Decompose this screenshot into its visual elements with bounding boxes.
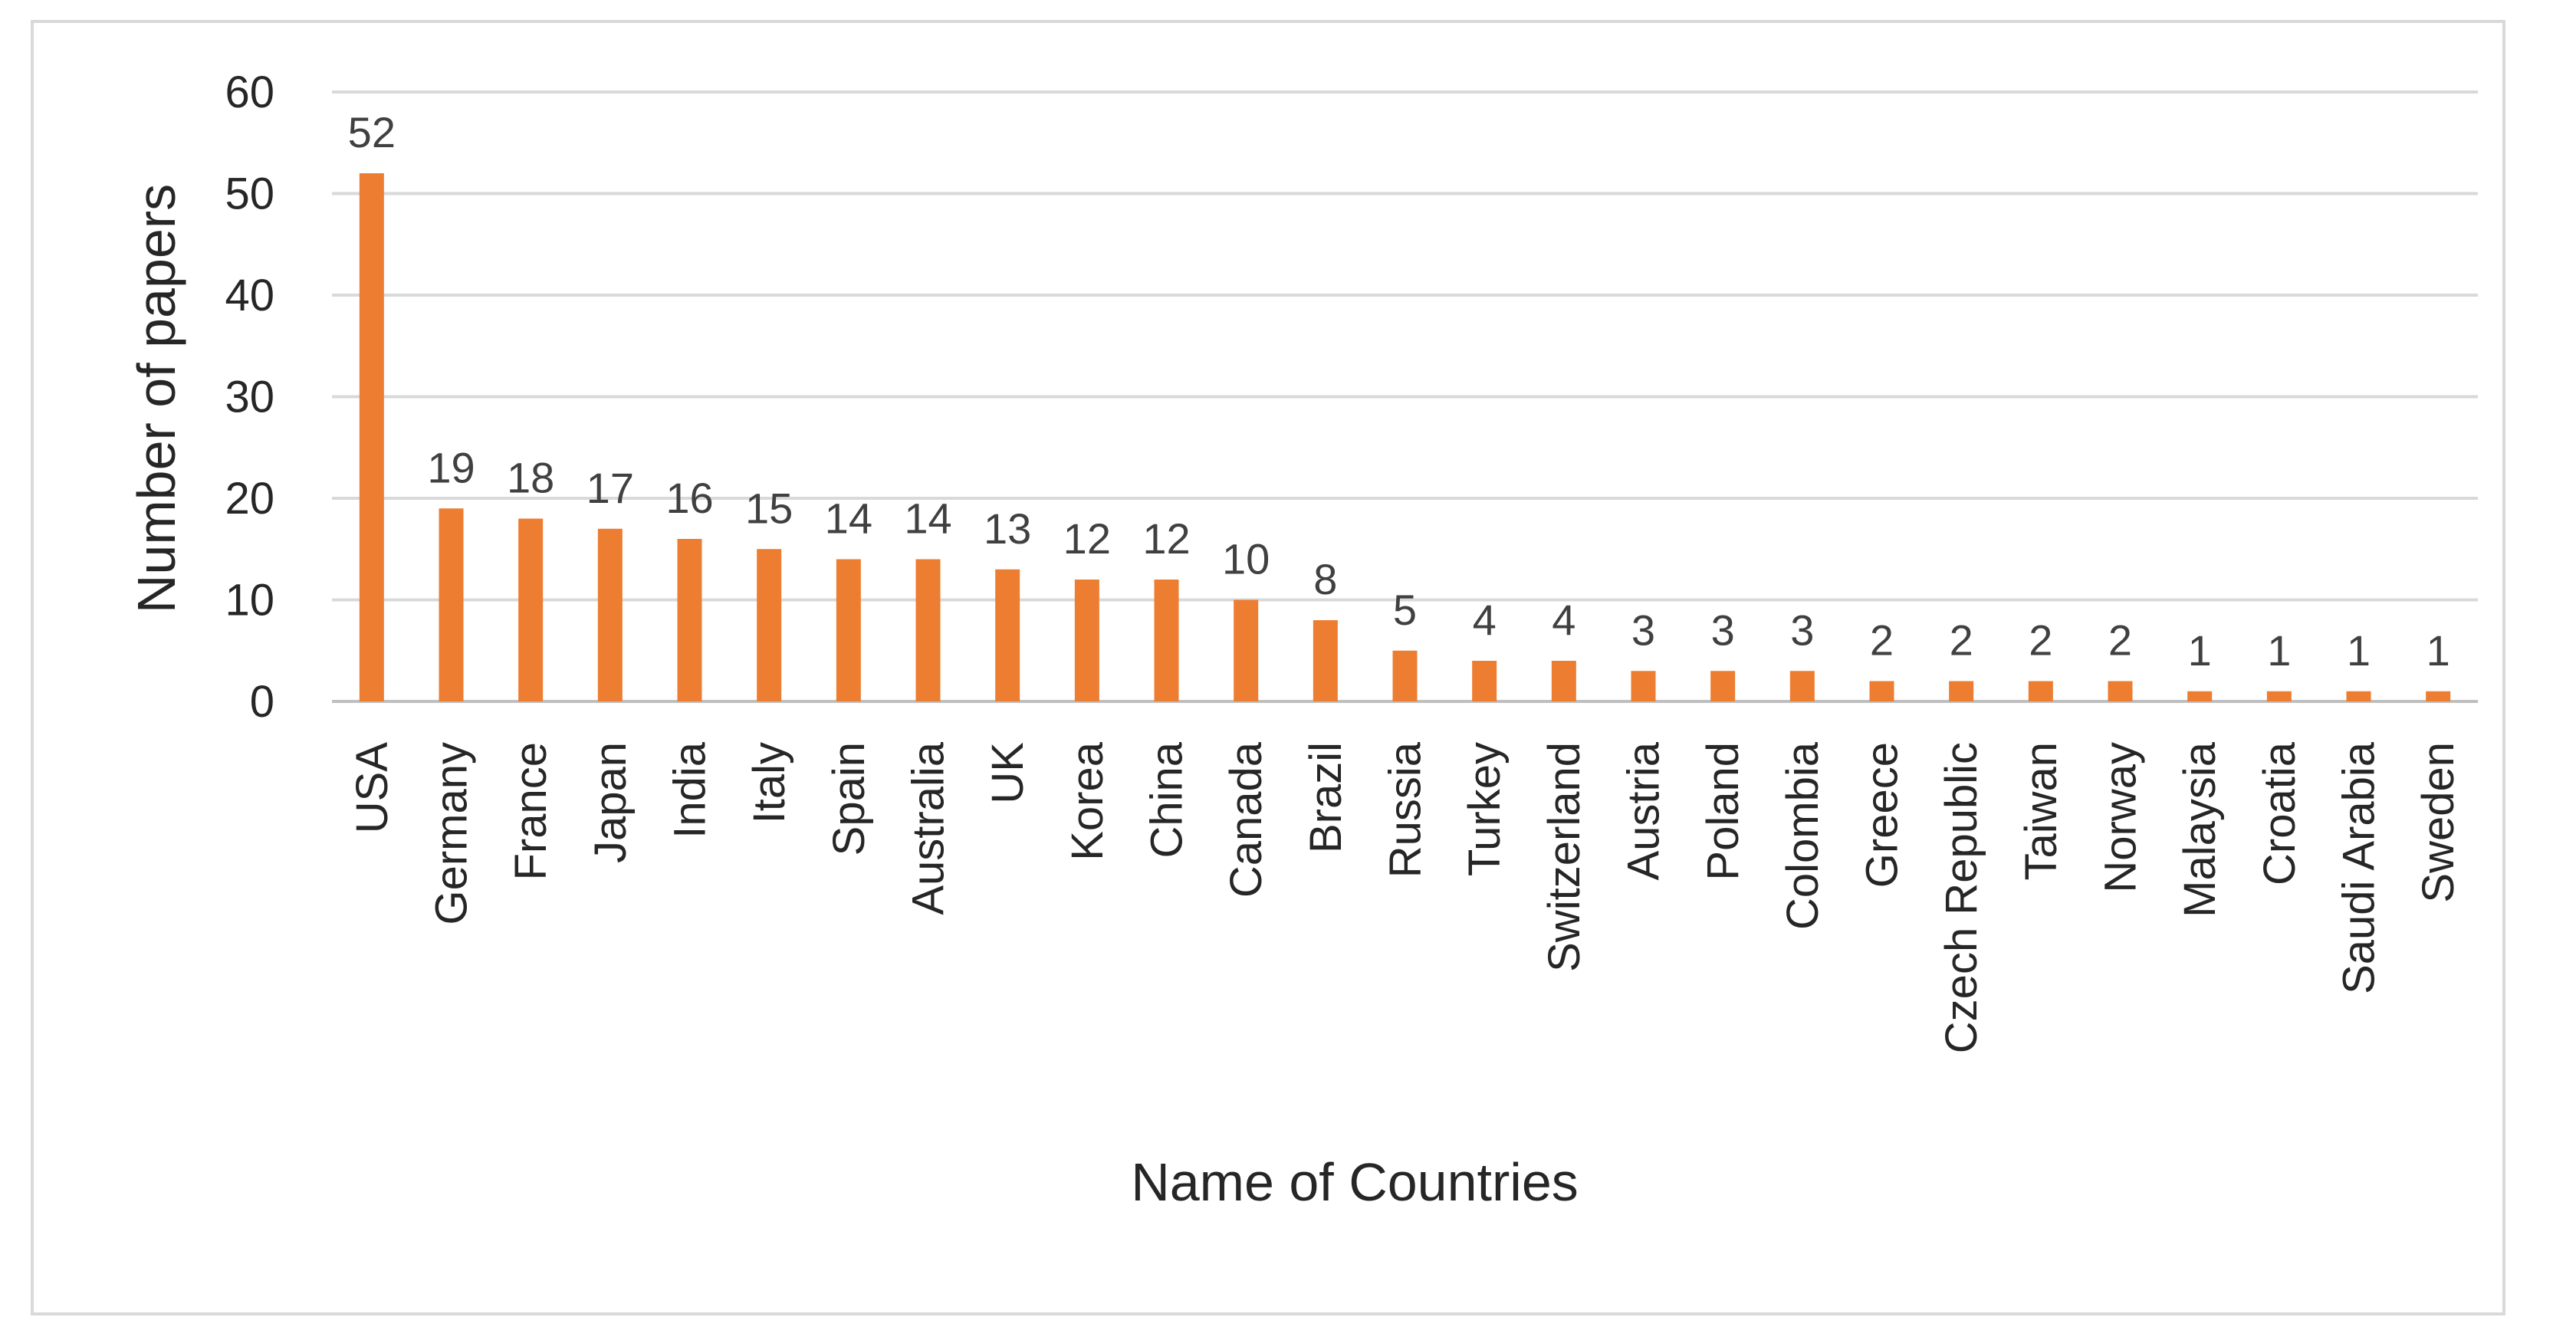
x-tick-label: Austria <box>1619 741 1669 880</box>
y-tick-label: 20 <box>225 474 274 524</box>
x-tick-label: Malaysia <box>2175 741 2225 918</box>
data-label: 10 <box>1222 535 1270 583</box>
x-tick-label: Switzerland <box>1539 742 1589 972</box>
bar-czech-republic <box>1949 681 1974 701</box>
bar-brazil <box>1313 620 1338 701</box>
data-label: 12 <box>1063 514 1111 563</box>
data-label: 16 <box>665 474 713 522</box>
y-tick-label: 60 <box>225 67 274 117</box>
x-tick-label: China <box>1142 741 1192 858</box>
x-axis-title: Name of Countries <box>1131 1152 1579 1212</box>
x-tick-label: Brazil <box>1301 742 1351 853</box>
bar-colombia <box>1789 671 1815 701</box>
data-label: 2 <box>2108 616 2132 665</box>
data-label: 19 <box>427 443 475 491</box>
bar-malaysia <box>2187 691 2213 701</box>
bar-taiwan <box>2028 681 2053 701</box>
data-label: 8 <box>1313 555 1337 603</box>
bar-germany <box>439 508 464 701</box>
data-label: 17 <box>586 464 634 512</box>
x-tick-label: Norway <box>2096 742 2146 893</box>
bar-austria <box>1631 671 1656 701</box>
bar-italy <box>757 549 782 701</box>
data-label: 1 <box>2347 626 2371 675</box>
x-tick-label: Korea <box>1063 741 1112 861</box>
y-tick-label: 30 <box>225 373 274 422</box>
data-label: 13 <box>984 504 1031 553</box>
x-tick-label: UK <box>983 742 1033 804</box>
x-tick-label: Sweden <box>2413 742 2463 903</box>
y-tick-label: 0 <box>250 677 274 727</box>
data-label: 52 <box>348 108 396 156</box>
data-label: 1 <box>2188 626 2212 675</box>
x-tick-label: Saudi Arabia <box>2334 741 2384 994</box>
y-axis-ticks: 0 10 20 30 40 50 60 <box>225 67 274 727</box>
y-tick-label: 50 <box>225 169 274 219</box>
data-label: 15 <box>745 484 793 532</box>
bar-japan <box>597 528 623 701</box>
data-label: 3 <box>1631 606 1655 654</box>
x-tick-label: Russia <box>1381 741 1431 878</box>
x-tick-label: Taiwan <box>2016 742 2066 881</box>
bar-croatia <box>2266 691 2292 701</box>
bar-russia <box>1392 650 1418 701</box>
x-tick-label: France <box>506 742 556 881</box>
x-tick-label: Japan <box>586 742 636 863</box>
data-label: 2 <box>1870 616 1894 665</box>
bar-usa <box>359 173 384 701</box>
bar-sweden <box>2426 691 2451 701</box>
x-tick-label: Germany <box>427 742 477 925</box>
x-tick-label: Italy <box>744 742 794 823</box>
data-label: 5 <box>1393 586 1417 634</box>
data-label: 3 <box>1790 606 1814 654</box>
bar-uk <box>995 569 1020 701</box>
x-tick-label: Spain <box>824 742 874 856</box>
bars <box>359 173 2451 701</box>
data-label: 1 <box>2426 626 2450 675</box>
bar-canada <box>1234 599 1259 701</box>
data-label: 12 <box>1142 514 1190 563</box>
data-label: 18 <box>507 454 554 502</box>
data-label: 2 <box>1950 616 1973 665</box>
data-label: 4 <box>1552 596 1576 644</box>
data-label: 14 <box>904 494 951 543</box>
bar-saudi-arabia <box>2346 691 2371 701</box>
y-tick-label: 40 <box>225 271 274 320</box>
x-tick-label: Australia <box>904 741 954 915</box>
data-label: 14 <box>825 494 872 543</box>
bar-korea <box>1074 580 1099 701</box>
bar-turkey <box>1472 661 1497 701</box>
x-tick-label: Canada <box>1221 741 1271 898</box>
bar-poland <box>1710 671 1736 701</box>
bar-australia <box>915 559 941 701</box>
x-tick-label: Turkey <box>1460 742 1510 876</box>
y-axis-title: Number of papers <box>127 184 186 613</box>
x-tick-label: Colombia <box>1778 741 1828 930</box>
data-label: 4 <box>1473 596 1497 644</box>
x-tick-label: Poland <box>1698 742 1748 881</box>
x-tick-label: Czech Republic <box>1937 742 1986 1053</box>
bar-china <box>1154 580 1179 701</box>
x-axis-category-labels: USA Germany France Japan India Italy Spain Aust… <box>347 741 2463 1053</box>
x-tick-label: India <box>665 741 715 839</box>
bar-norway <box>2108 681 2133 701</box>
bar-switzerland <box>1551 661 1576 701</box>
x-tick-label: USA <box>347 742 397 834</box>
data-label: 3 <box>1711 606 1735 654</box>
x-tick-label: Croatia <box>2255 741 2305 885</box>
data-labels: 52 19 18 17 16 15 14 14 13 12 12 10 8 5 4 4 3 3 3 2 2 2 2 1 1 1 1 <box>348 108 2450 675</box>
y-tick-label: 10 <box>225 576 274 626</box>
bar-india <box>677 539 702 701</box>
bar-spain <box>836 559 861 701</box>
x-tick-label: Greece <box>1858 742 1907 888</box>
data-label: 1 <box>2267 626 2291 675</box>
bar-france <box>518 518 544 701</box>
data-label: 2 <box>2029 616 2052 665</box>
bar-greece <box>1869 681 1894 701</box>
